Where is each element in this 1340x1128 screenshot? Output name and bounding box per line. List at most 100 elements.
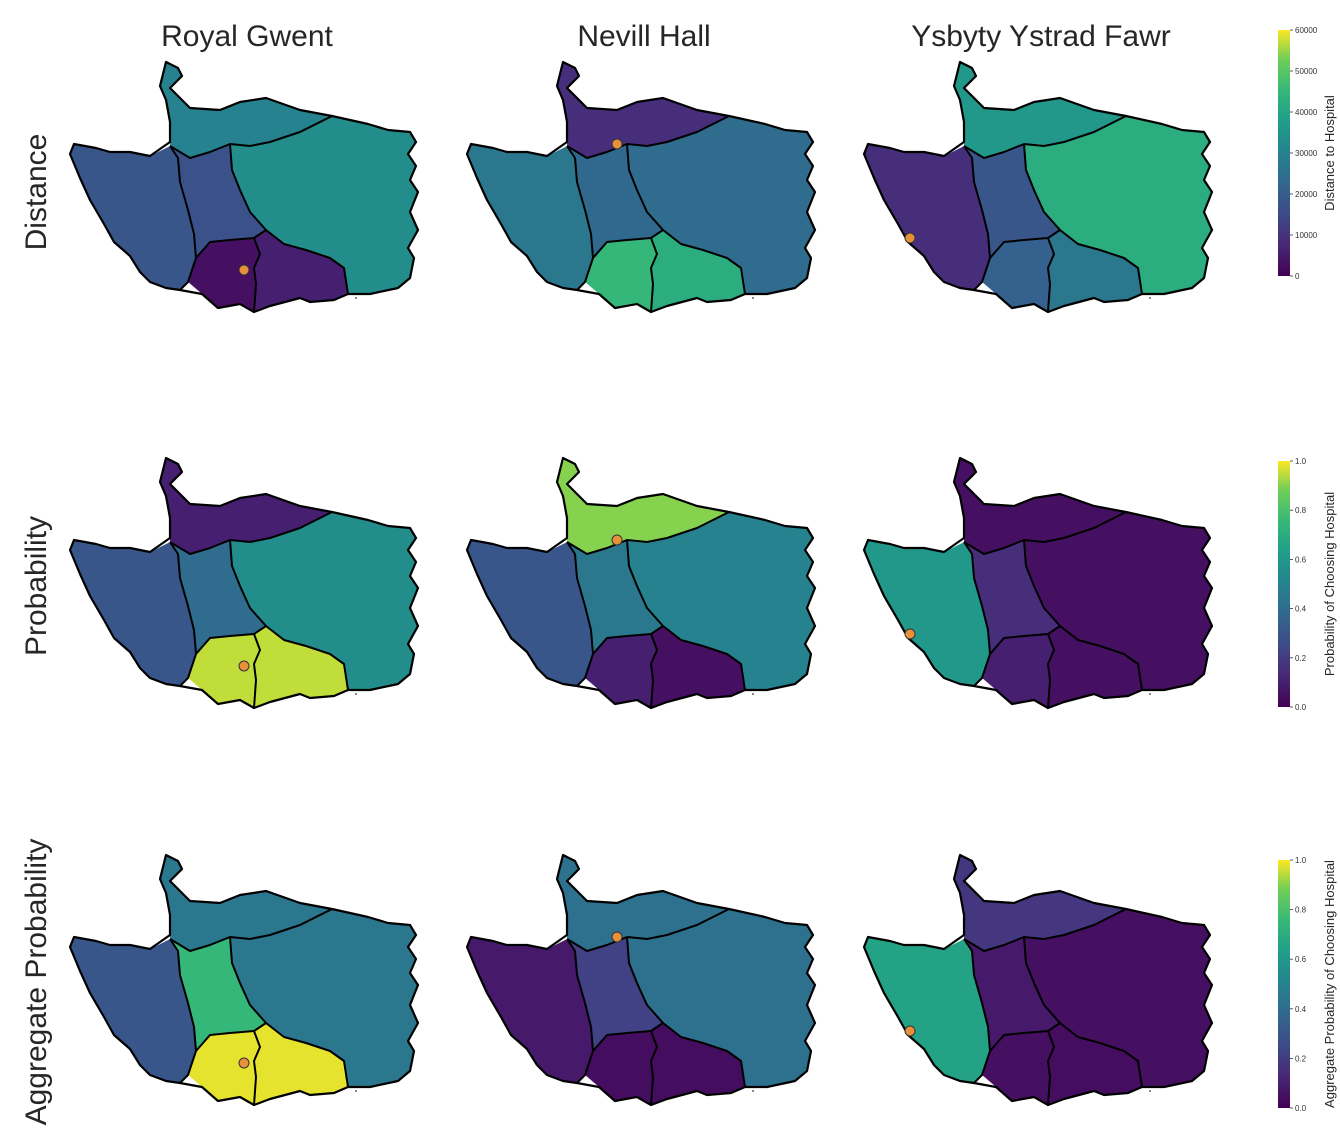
colorbar-tick-label: 40000 (1295, 108, 1318, 117)
colorbar-tick-label: 0.2 (1295, 1054, 1307, 1063)
district-border-0 (169, 541, 197, 655)
region-west (69, 143, 197, 291)
map-dot (355, 297, 357, 299)
district-border-1 (169, 115, 333, 159)
district-border-1 (963, 115, 1127, 159)
colorbar-tick-label: 20000 (1295, 190, 1318, 199)
district-border-1 (566, 908, 730, 952)
district-border-1 (169, 511, 333, 555)
map-1-0 (68, 456, 420, 710)
area-outline (862, 456, 1214, 710)
district-border-0 (963, 938, 991, 1052)
district-border-3 (253, 237, 261, 313)
hospital-marker (238, 660, 250, 672)
district-border-4 (662, 229, 746, 295)
district-border-0 (963, 541, 991, 655)
area-outline (862, 60, 1214, 314)
column-title-ysbyty-ystrad-fawr: Ysbyty Ystrad Fawr (911, 20, 1171, 53)
colorbar-aggregate-label: Aggregate Probability of Choosing Hospit… (1322, 860, 1337, 1108)
district-border-4 (662, 625, 746, 691)
colorbar-distance: 60000 50000 40000 30000 20000 10000 0 Distance… (1278, 26, 1337, 281)
hospital-marker (238, 1057, 250, 1069)
district-border-1 (566, 115, 730, 159)
district-border-3 (253, 633, 261, 709)
district-border-3 (650, 237, 658, 313)
hospital-marker (611, 931, 623, 943)
map-0-0 (68, 60, 420, 314)
district-border-5 (973, 1050, 991, 1084)
hospital-marker (904, 628, 916, 640)
map-1-2 (862, 456, 1214, 710)
colorbar-distance-gradient (1278, 30, 1290, 276)
colorbar-tick-label: 0.6 (1295, 555, 1307, 564)
district-border-4 (1059, 229, 1143, 295)
district-border-1 (566, 511, 730, 555)
region-west (863, 143, 991, 291)
colorbar-tick-label: 1.0 (1295, 856, 1307, 865)
colorbar-tick-label: 10000 (1295, 231, 1318, 240)
district-border-5 (973, 653, 991, 687)
district-border-5 (973, 257, 991, 291)
area-outline (68, 853, 420, 1107)
column-title-nevill-hall: Nevill Hall (577, 20, 710, 53)
colorbar-tick-label: 0.4 (1295, 605, 1307, 614)
area-outline (465, 853, 817, 1107)
hospital-marker (611, 138, 623, 150)
map-2-0 (68, 853, 420, 1107)
region-west (69, 936, 197, 1084)
district-border-0 (566, 541, 594, 655)
colorbar-tick-label: 0.2 (1295, 654, 1307, 663)
colorbar-tick-label: 60000 (1295, 26, 1318, 35)
district-border-4 (662, 1022, 746, 1088)
hospital-marker (904, 232, 916, 244)
map-0-1 (465, 60, 817, 314)
region-west (863, 539, 991, 687)
map-0-2 (862, 60, 1214, 314)
region-west (466, 936, 594, 1084)
area-outline (68, 60, 420, 314)
map-2-2 (862, 853, 1214, 1107)
map-dot (752, 693, 754, 695)
map-2-1 (465, 853, 817, 1107)
map-panels (68, 60, 1214, 1107)
colorbar-tick-label: 0.0 (1295, 1104, 1307, 1113)
map-dot (1149, 693, 1151, 695)
district-border-3 (253, 1030, 261, 1106)
colorbar-probability: 1.0 0.8 0.6 0.4 0.2 0.0 Probability of Choosi… (1278, 457, 1337, 712)
district-border-0 (169, 145, 197, 259)
district-border-0 (963, 145, 991, 259)
area-outline (465, 60, 817, 314)
region-west (863, 936, 991, 1084)
region-west (466, 539, 594, 687)
map-dot (752, 297, 754, 299)
district-border-1 (963, 511, 1127, 555)
colorbar-tick-label: 50000 (1295, 67, 1318, 76)
district-border-5 (179, 257, 197, 291)
district-border-4 (265, 1022, 349, 1088)
colorbar-tick-label: 0.4 (1295, 1005, 1307, 1014)
map-dot (1149, 1090, 1151, 1092)
area-outline (68, 456, 420, 710)
map-1-1 (465, 456, 817, 710)
district-border-4 (1059, 1022, 1143, 1088)
district-border-5 (576, 653, 594, 687)
district-border-1 (169, 908, 333, 952)
region-west (69, 539, 197, 687)
map-dot (355, 1090, 357, 1092)
district-border-5 (576, 257, 594, 291)
colorbar-tick-label: 0.0 (1295, 703, 1307, 712)
hospital-marker (238, 264, 250, 276)
district-border-0 (566, 938, 594, 1052)
district-border-4 (265, 229, 349, 295)
area-outline (465, 456, 817, 710)
colorbar-tick-label: 0.8 (1295, 506, 1307, 515)
region-west (466, 143, 594, 291)
district-border-4 (265, 625, 349, 691)
colorbar-aggregate-gradient (1278, 860, 1290, 1108)
district-border-0 (169, 938, 197, 1052)
map-dot (1149, 297, 1151, 299)
colorbar-distance-label: Distance to Hospital (1322, 95, 1337, 211)
colorbar-tick-label: 0.6 (1295, 955, 1307, 964)
row-title-distance: Distance (20, 134, 53, 251)
